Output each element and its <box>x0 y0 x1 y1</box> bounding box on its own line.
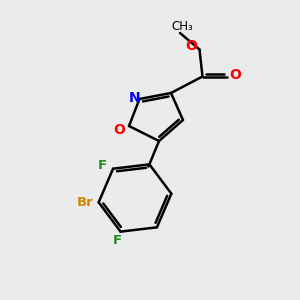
Text: O: O <box>185 39 197 53</box>
Text: CH₃: CH₃ <box>172 20 193 33</box>
Text: O: O <box>229 68 241 82</box>
Text: N: N <box>128 91 140 104</box>
Text: F: F <box>113 234 122 247</box>
Text: F: F <box>98 159 107 172</box>
Text: O: O <box>113 123 125 136</box>
Text: Br: Br <box>77 196 94 209</box>
